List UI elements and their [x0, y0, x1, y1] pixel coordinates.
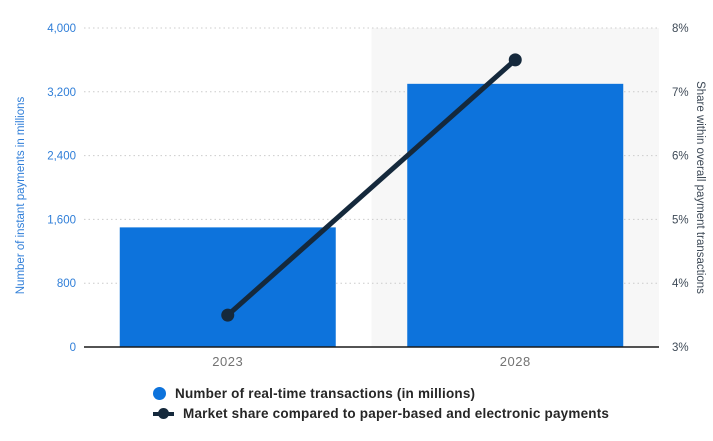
right-axis-tick-label: 5%	[672, 214, 689, 226]
left-axis-tick-label: 1,600	[47, 214, 76, 226]
left-axis-title: Number of instant payments in millions	[15, 97, 27, 295]
left-axis-tick-label: 800	[57, 278, 76, 290]
legend: Number of real-time transactions (in mil…	[153, 386, 609, 421]
legend-bar-marker-icon	[153, 387, 166, 400]
line-point-2023[interactable]	[221, 308, 235, 322]
line-point-2028[interactable]	[508, 53, 522, 67]
bar-2023[interactable]	[119, 227, 336, 347]
legend-label-transactions: Number of real-time transactions (in mil…	[175, 386, 476, 401]
right-axis-tick-label: 3%	[672, 342, 689, 354]
legend-label-market-share: Market share compared to paper-based and…	[183, 406, 610, 421]
right-axis-tick-label: 7%	[672, 87, 689, 99]
left-axis-tick-label: 4,000	[47, 23, 76, 35]
left-axis-tick-label: 0	[70, 342, 76, 354]
right-axis-title: Share within overall payment transaction…	[694, 81, 706, 294]
right-axis-tick-label: 8%	[672, 23, 689, 35]
market-share-line	[226, 58, 517, 317]
combo-chart-canvas: 0 3% 800 4% 1,600 5% 2,400 6% 3,200 7% 4,000 8% 2023…	[15, 23, 706, 369]
x-axis-label-2023: 2023	[212, 354, 243, 369]
legend-line-marker-icon	[153, 407, 174, 420]
right-axis-tick-label: 4%	[672, 278, 689, 290]
legend-item-transactions[interactable]: Number of real-time transactions (in mil…	[153, 386, 609, 401]
right-axis-tick-label: 6%	[672, 151, 689, 163]
left-axis-tick-label: 2,400	[47, 151, 76, 163]
x-axis-label-2028: 2028	[500, 354, 531, 369]
legend-item-market-share[interactable]: Market share compared to paper-based and…	[153, 406, 609, 421]
left-axis-tick-label: 3,200	[47, 87, 76, 99]
bar-2028[interactable]	[407, 83, 624, 347]
